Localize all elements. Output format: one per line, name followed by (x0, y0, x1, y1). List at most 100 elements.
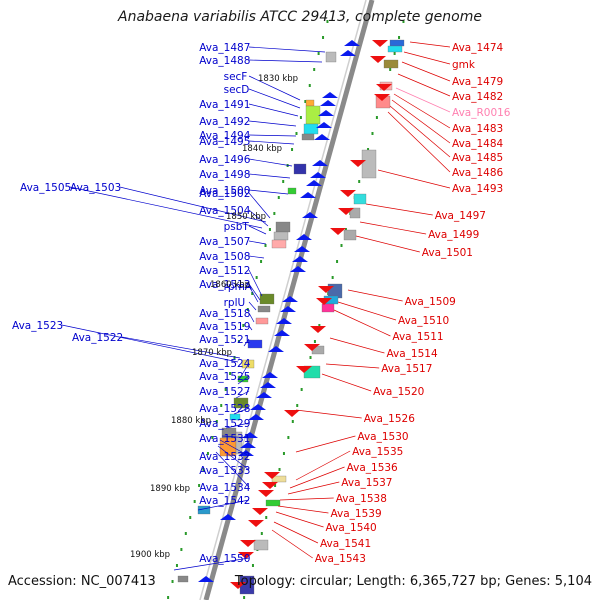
right-leader-line (395, 87, 451, 113)
tick-right (331, 276, 334, 279)
kbp-label: 1890 kbp (150, 484, 190, 494)
left-leader-line (248, 285, 259, 303)
tick-left (175, 564, 178, 567)
tick-right (336, 260, 339, 263)
reverse-gene-arrow (296, 366, 312, 373)
tick-left (242, 324, 245, 327)
right-gene-label: Ava_1493 (452, 183, 503, 195)
tick-left (322, 36, 325, 39)
tick-right (309, 356, 312, 359)
forward-gene-arrow (344, 40, 360, 46)
right-leader-line (287, 481, 340, 495)
right-leader-line (389, 105, 451, 158)
genome-summary: Topology: circular; Length: 6,365,727 bp… (234, 574, 592, 589)
tick-left (193, 500, 196, 503)
left-leader-line (248, 46, 326, 53)
right-gene-label: Ava_1510 (398, 315, 449, 327)
tick-left (220, 404, 223, 407)
forward-gene-arrow (300, 192, 316, 198)
left-gene-label: Ava_1519 (199, 321, 250, 333)
gene-block (257, 305, 271, 313)
right-leader-line (325, 363, 380, 369)
forward-gene-arrow (306, 180, 322, 186)
gene-block (259, 293, 275, 305)
left-gene-label: secF (224, 71, 248, 83)
reverse-gene-arrow (310, 326, 326, 333)
left-gene-label: Ava_1521 (199, 334, 250, 346)
tick-right (402, 20, 405, 23)
kbp-label: 1840 kbp (242, 144, 282, 154)
left-leader-line (248, 312, 255, 323)
gene-block (229, 413, 241, 421)
tick-left (299, 116, 302, 119)
tick-left (246, 308, 249, 311)
right-leader-line (271, 529, 313, 559)
right-gene-label: Ava_1537 (341, 477, 392, 489)
forward-gene-arrow (260, 382, 276, 388)
kbp-scale-labels: 1830 kbp 1840 kbp 1850 kbp 1860 kbp 1870 kbp… (130, 74, 298, 560)
left-gene-label: Ava_1513 (199, 279, 250, 291)
left-leader-line (248, 59, 323, 63)
label-leader-lines (61, 41, 451, 571)
right-leader-line (401, 61, 451, 82)
gene-block (305, 105, 321, 125)
reverse-gene-arrow (252, 508, 268, 515)
left-gene-label: Ava_1518 (199, 308, 250, 320)
forward-gene-arrow (292, 256, 308, 262)
kbp-label: 1900 kbp (130, 550, 170, 560)
reverse-gene-arrow (372, 40, 388, 47)
right-gene-label: Ava_1484 (452, 138, 504, 150)
left-gene-label: Ava_1524 (199, 358, 251, 370)
left-gene-label: Ava_1542 (199, 495, 250, 507)
left-gene-label: Ava_1523 (12, 320, 63, 332)
forward-gene-arrow (316, 122, 332, 128)
left-leader-line (233, 407, 250, 415)
right-leader-line (295, 450, 351, 481)
gene-block (247, 339, 263, 349)
left-gene-label: Ava_1533 (199, 465, 250, 477)
gene-block (235, 431, 243, 455)
forward-gene-arrow (314, 134, 330, 140)
right-gene-label: Ava_1520 (373, 386, 424, 398)
forward-gene-arrow (280, 306, 296, 312)
left-gene-label: Ava_1505 (20, 182, 71, 194)
right-gene-label: Ava_R0016 (452, 107, 511, 119)
gene-block (271, 239, 287, 249)
reverse-gene-arrow (370, 56, 386, 63)
left-leader-line (243, 338, 250, 347)
right-leader-line (289, 466, 345, 489)
right-leader-line (409, 41, 451, 48)
right-leader-line (273, 521, 319, 544)
right-leader-line (365, 203, 433, 216)
gene-block (389, 39, 405, 47)
left-gene-label: Ava_1496 (199, 154, 251, 166)
right-leader-line (279, 497, 334, 501)
gene-block (265, 499, 281, 507)
right-leader-line (321, 373, 372, 392)
reverse-gene-arrow (258, 490, 274, 497)
right-gene-label: Ava_1538 (336, 493, 387, 505)
right-leader-line (333, 309, 391, 337)
left-leader-line (225, 422, 250, 429)
left-leader-line (119, 186, 267, 223)
forward-gene-arrow (294, 246, 310, 252)
right-leader-line (355, 235, 420, 253)
tick-right (371, 132, 374, 135)
right-leader-line (397, 73, 451, 97)
tick-right (344, 228, 347, 231)
map-title: Anabaena variabilis ATCC 29413, complete… (118, 9, 482, 25)
right-leader-line (295, 435, 356, 453)
right-leader-line (295, 409, 362, 419)
right-gene-label: gmk (452, 59, 476, 71)
gene-block (301, 133, 315, 141)
reverse-gene-arrow (350, 160, 366, 167)
tick-left (268, 228, 271, 231)
reverse-gene-arrow (304, 344, 320, 351)
forward-gene-arrow (318, 110, 334, 116)
forward-gene-arrow (302, 212, 318, 218)
left-gene-label: Ava_1527 (199, 386, 250, 398)
right-gene-label: Ava_1485 (452, 152, 503, 164)
right-gene-label: Ava_1540 (326, 522, 377, 534)
right-leader-line (329, 337, 385, 354)
left-gene-label: Ava_1491 (199, 99, 250, 111)
